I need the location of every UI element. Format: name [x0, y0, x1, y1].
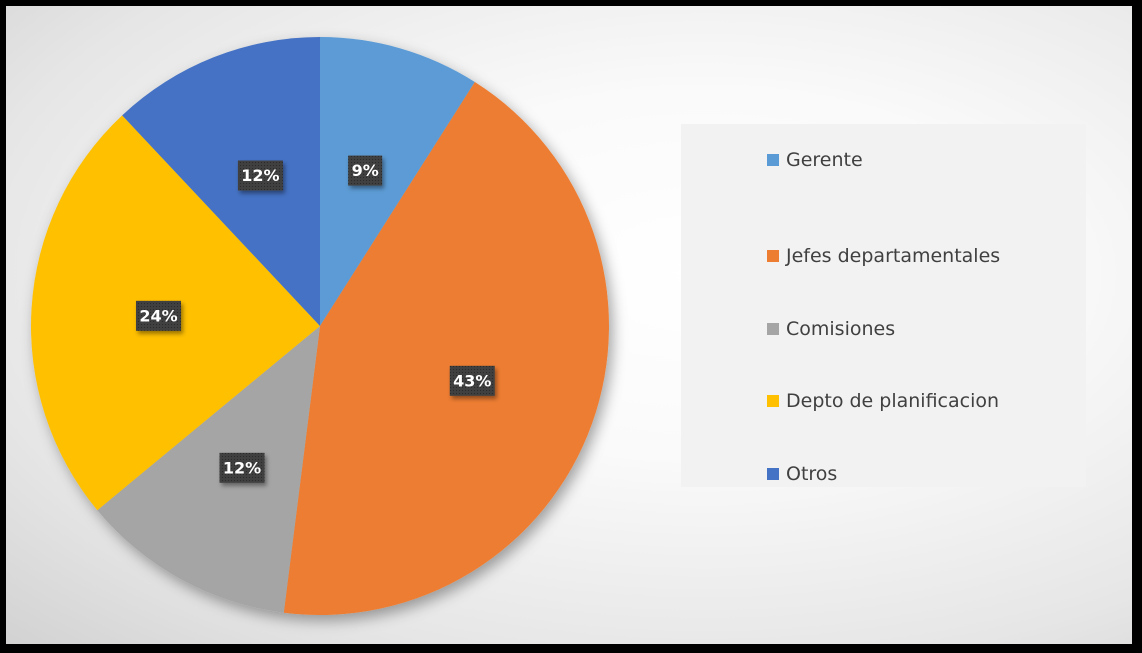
legend: Gerente Jefes departamentales Comisiones De… [681, 124, 1086, 487]
chart-area: 9% 43% 12% 24% 12% Gerente Jefes departamenta… [6, 6, 1132, 644]
legend-swatch-2 [767, 322, 779, 335]
legend-swatch-0 [767, 154, 779, 166]
legend-label-2: Comisiones [786, 317, 896, 340]
legend-swatch-1 [767, 250, 779, 263]
legend-item-3: Depto de planificacion [681, 365, 1086, 438]
pie-chart: 9% 43% 12% 24% 12% [30, 37, 610, 615]
data-label-box-0 [348, 155, 383, 186]
pie-slice-2 [97, 326, 320, 613]
pie-slice-1 [283, 81, 610, 615]
data-label-box-3 [135, 300, 181, 331]
pie-slice-0 [320, 37, 475, 326]
data-label-text-1: 43% [453, 371, 491, 390]
legend-item-2: Comisiones [681, 293, 1086, 366]
data-label-text-4: 12% [241, 166, 279, 185]
data-label-0: 9% [348, 155, 383, 186]
legend-swatch-4 [767, 467, 779, 480]
data-label-2: 12% [219, 452, 265, 483]
data-label-4: 12% [237, 160, 283, 191]
data-label-box-1 [449, 365, 495, 396]
legend-label-4: Otros [786, 462, 838, 485]
legend-label-1: Jefes departamentales [786, 245, 1001, 268]
legend-label-0: Gerente [786, 149, 863, 171]
data-label-1: 43% [449, 365, 495, 396]
data-label-text-0: 9% [352, 161, 379, 180]
legend-item-4: Otros [681, 438, 1086, 511]
legend-label-3: Depto de planificacion [786, 390, 1000, 413]
data-label-text-2: 12% [223, 458, 261, 477]
pie-slice-4 [122, 37, 320, 326]
data-label-3: 24% [135, 300, 181, 331]
legend-item-1: Jefes departamentales [681, 220, 1086, 293]
legend-swatch-3 [767, 395, 779, 408]
data-label-box-2 [219, 452, 265, 483]
data-label-box-4 [237, 160, 283, 191]
legend-item-0: Gerente [681, 148, 1086, 172]
data-label-text-3: 24% [139, 306, 177, 325]
